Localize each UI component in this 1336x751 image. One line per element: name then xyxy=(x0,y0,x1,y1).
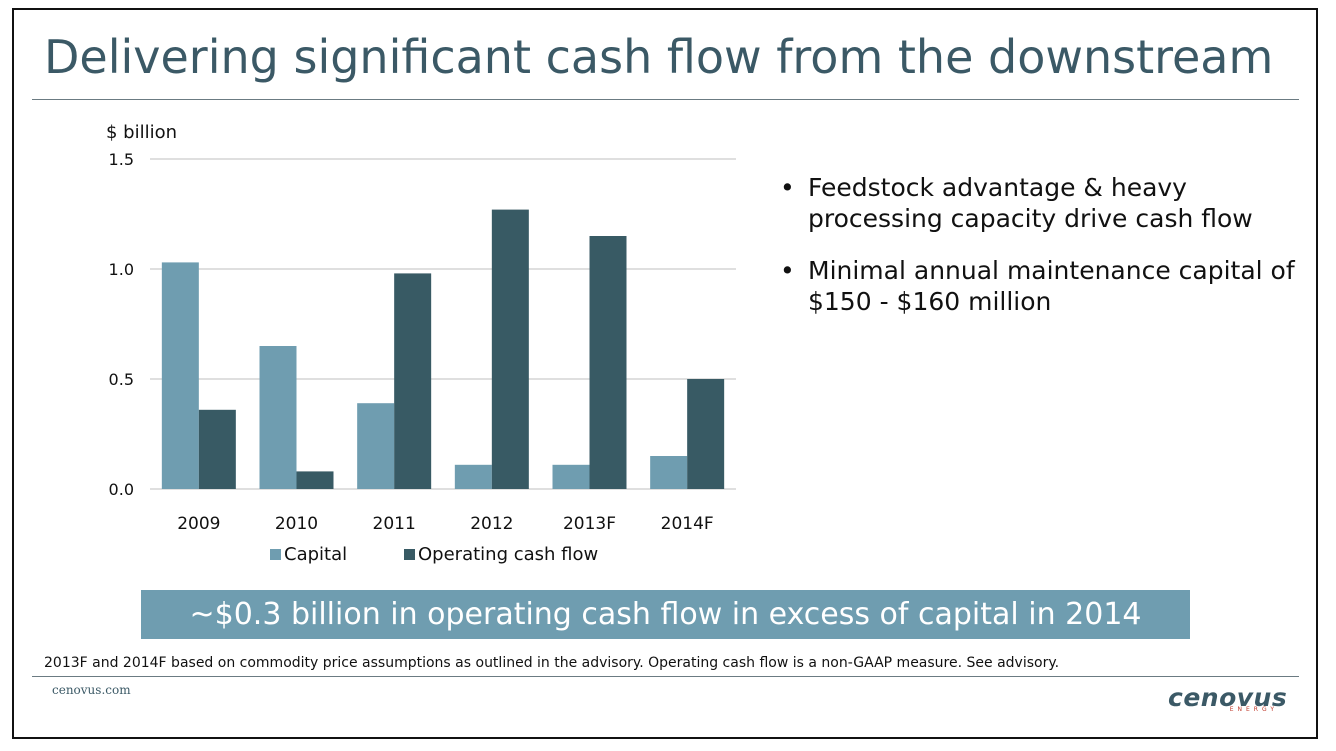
bullet-item: • Feedstock advantage & heavy processing… xyxy=(780,172,1300,234)
bullet-text: Feedstock advantage & heavy processing c… xyxy=(808,173,1253,233)
bar-capital-2014f xyxy=(650,456,688,489)
bar-operating-cash-flow-2013f xyxy=(589,236,627,489)
bullet-text: Minimal annual maintenance capital of $1… xyxy=(808,256,1295,316)
x-tick-label: 2009 xyxy=(177,514,220,534)
legend-swatch xyxy=(404,549,415,560)
footnote: 2013F and 2014F based on commodity price… xyxy=(44,655,1060,671)
x-tick-label: 2012 xyxy=(470,514,513,534)
x-tick-label: 2010 xyxy=(275,514,318,534)
bar-operating-cash-flow-2012 xyxy=(491,209,529,489)
bar-operating-cash-flow-2010 xyxy=(296,471,334,489)
bar-capital-2010 xyxy=(259,346,297,489)
bar-operating-cash-flow-2014f xyxy=(687,379,725,489)
bar-operating-cash-flow-2009 xyxy=(198,409,236,489)
y-tick-label: 1.0 xyxy=(109,260,134,279)
x-tick-label: 2014F xyxy=(661,514,714,534)
y-tick-label: 0.0 xyxy=(109,480,134,499)
bar-operating-cash-flow-2011 xyxy=(394,273,432,489)
footer-divider xyxy=(32,676,1299,677)
bar-capital-2012 xyxy=(454,464,492,489)
website-text: cenovus.com xyxy=(52,683,131,697)
company-logo: cenovus ENERGY xyxy=(1168,683,1287,715)
x-tick-label: 2013F xyxy=(563,514,616,534)
bullet-dot-icon: • xyxy=(780,173,795,202)
callout-banner: ~$0.3 billion in operating cash flow in … xyxy=(141,590,1190,639)
y-axis-label: $ billion xyxy=(106,122,177,143)
bar-capital-2013f xyxy=(552,464,590,489)
bar-capital-2009 xyxy=(161,262,199,489)
logo-subtext: ENERGY xyxy=(1229,706,1278,713)
slide-title: Delivering significant cash flow from th… xyxy=(44,30,1274,84)
legend-swatch xyxy=(270,549,281,560)
bar-chart: $ billion 0.0 0.5 1.0 1.5 2009 2010 2011 2012 201… xyxy=(106,122,736,565)
bullet-dot-icon: • xyxy=(780,256,795,285)
bullet-list: • Feedstock advantage & heavy processing… xyxy=(780,172,1300,338)
y-tick-label: 0.5 xyxy=(109,370,134,389)
legend-label: Operating cash flow xyxy=(418,544,598,565)
legend-label: Capital xyxy=(284,544,347,565)
title-divider xyxy=(32,99,1299,100)
x-tick-label: 2011 xyxy=(373,514,416,534)
logo-wordmark: cenovus xyxy=(1168,683,1288,712)
y-tick-label: 1.5 xyxy=(109,150,134,169)
bar-capital-2011 xyxy=(357,403,395,489)
bullet-item: • Minimal annual maintenance capital of … xyxy=(780,255,1300,317)
